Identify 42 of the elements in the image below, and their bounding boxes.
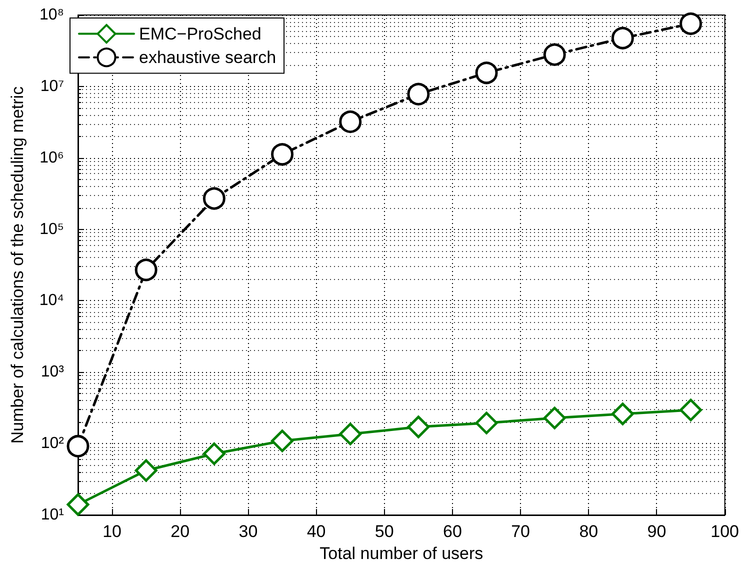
point: [271, 143, 294, 166]
point: [407, 416, 430, 438]
y-tick-label: 10⁶: [40, 149, 64, 166]
y-tick-label: 10⁷: [40, 78, 64, 95]
x-tick-label: 40: [306, 522, 326, 541]
x-tick-label: 80: [579, 522, 598, 541]
x-tick-label: 20: [170, 522, 190, 541]
x-tick-label: 100: [710, 522, 740, 541]
point: [271, 430, 294, 452]
point: [680, 12, 702, 35]
point: [202, 187, 226, 210]
point: [339, 422, 362, 446]
point: [66, 493, 90, 516]
y-tick-label: 10⁴: [39, 292, 64, 310]
x-tick-label: 90: [647, 522, 666, 541]
legend-label: exhaustive search: [139, 48, 276, 67]
legend-label: EMC−ProSched: [139, 24, 262, 44]
point: [66, 434, 90, 458]
point: [475, 412, 498, 434]
x-tick-label: 10: [102, 522, 122, 541]
point: [134, 459, 158, 482]
point: [202, 442, 226, 466]
x-axis-title: Total number of users: [320, 544, 484, 563]
x-tick-label: 30: [238, 522, 258, 541]
point: [475, 62, 498, 84]
point: [611, 402, 634, 426]
point: [543, 406, 566, 430]
point: [680, 398, 702, 422]
y-axis-title: Number of calculations of the scheduling metric: [8, 86, 27, 444]
point: [339, 110, 362, 134]
point: [543, 43, 566, 66]
point: [407, 82, 430, 106]
x-tick-label: 50: [374, 522, 394, 541]
y-tick-label: 10²: [40, 435, 65, 452]
point: [611, 26, 634, 50]
point: [134, 258, 158, 282]
x-tick-label: 60: [443, 522, 462, 541]
y-tick-label: 10³: [40, 364, 65, 381]
y-tick-label: 10⁸: [39, 6, 64, 24]
y-tick-label: 10¹: [40, 506, 64, 524]
y-tick-label: 10⁵: [40, 220, 64, 238]
x-tick-label: 70: [511, 522, 530, 541]
